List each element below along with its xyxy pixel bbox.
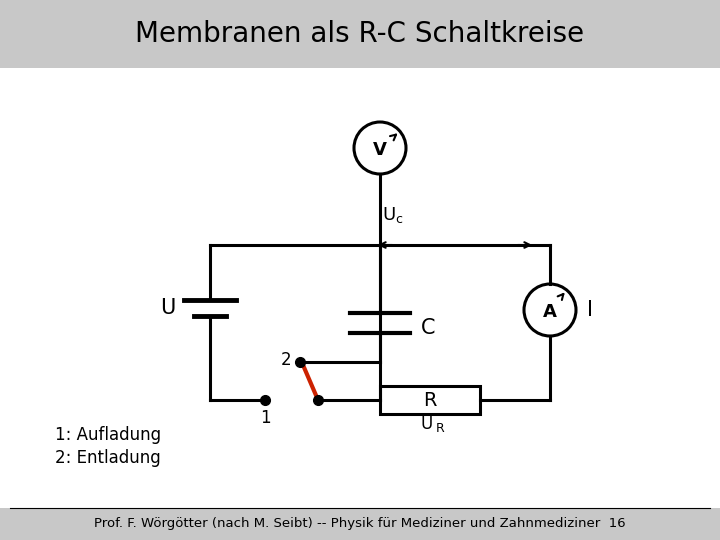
Text: A: A (543, 303, 557, 321)
Circle shape (524, 284, 576, 336)
Text: V: V (373, 141, 387, 159)
Bar (0, 508, 720, 540)
Text: 1: Aufladung: 1: Aufladung (55, 426, 161, 444)
Text: Membranen als R-C Schaltkreise: Membranen als R-C Schaltkreise (135, 20, 585, 48)
Text: U: U (382, 206, 395, 224)
Bar (380, 386, 480, 414)
Text: c: c (395, 213, 402, 226)
Text: R: R (423, 390, 437, 409)
Circle shape (354, 122, 406, 174)
Text: I: I (587, 300, 593, 320)
Text: Prof. F. Wörgötter (nach M. Seibt) -- Physik für Mediziner und Zahnmediziner  16: Prof. F. Wörgötter (nach M. Seibt) -- Ph… (94, 517, 626, 530)
Text: R: R (436, 422, 444, 435)
Text: 1: 1 (260, 409, 270, 427)
Text: 2: 2 (281, 351, 292, 369)
Text: C: C (420, 318, 436, 338)
Bar (0, 0, 720, 68)
Text: 2: Entladung: 2: Entladung (55, 449, 161, 467)
Text: U: U (421, 415, 433, 433)
Text: U: U (161, 298, 176, 318)
